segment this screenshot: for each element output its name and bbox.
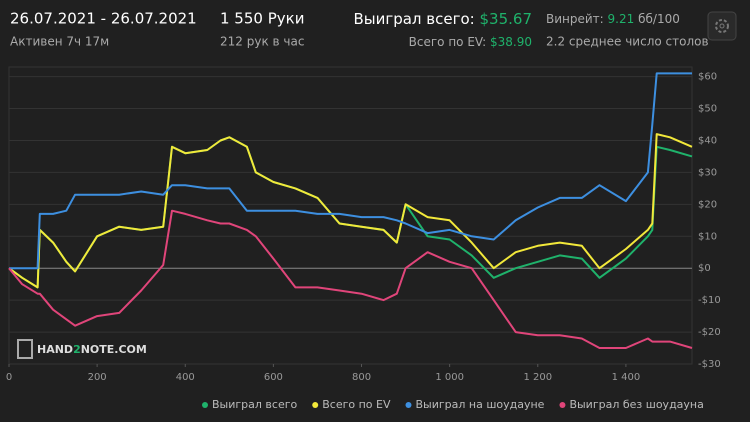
x-tick-label: 1 200 xyxy=(523,372,552,383)
x-tick-label: 600 xyxy=(264,372,283,383)
x-tick-label: 1 400 xyxy=(612,372,641,383)
winrate-value: 9.21 xyxy=(608,12,635,26)
y-tick-label: $20 xyxy=(698,199,717,210)
legend-label: Выиграл без шоудауна xyxy=(569,398,703,411)
watermark-part: 2 xyxy=(73,343,81,356)
ev-total: Всего по EV: $38.90 xyxy=(409,35,532,49)
settings-button[interactable] xyxy=(707,11,737,41)
watermark-logo xyxy=(17,339,33,359)
y-tick-label: $0 xyxy=(698,263,711,274)
active-time: Активен 7ч 17м xyxy=(10,35,109,49)
date-range: 26.07.2021 - 26.07.2021 xyxy=(10,10,197,28)
x-tick-label: 400 xyxy=(176,372,195,383)
legend-marker xyxy=(405,402,412,408)
legend-marker xyxy=(312,402,319,408)
watermark-part: NOTE.COM xyxy=(81,343,147,356)
watermark-text: HAND2NOTE.COM xyxy=(37,343,147,356)
y-tick-label: $10 xyxy=(698,231,717,242)
winrate-unit: бб/100 xyxy=(638,12,680,26)
won-label: Выиграл всего: xyxy=(353,10,474,28)
series-line xyxy=(8,209,693,349)
ev-label: Всего по EV: xyxy=(409,35,487,49)
y-tick-label: -$10 xyxy=(698,295,721,306)
series-line xyxy=(8,133,693,289)
hands-per-hour: 212 рук в час xyxy=(220,35,304,49)
y-tick-label: $30 xyxy=(698,167,717,178)
tables: 2.2 среднее число столов xyxy=(546,35,709,49)
x-tick-label: 200 xyxy=(88,372,107,383)
won-total: Выиграл всего: $35.67 xyxy=(353,10,532,28)
series-line xyxy=(9,72,692,270)
hands: 1 550 Руки xyxy=(220,10,304,28)
x-tick-label: 1 000 xyxy=(435,372,464,383)
y-tick-label: $60 xyxy=(698,72,717,83)
settings-icon[interactable] xyxy=(715,19,729,33)
watermark: HAND2NOTE.COM xyxy=(17,339,147,359)
y-tick-label: $40 xyxy=(698,135,717,146)
ev-value: $38.90 xyxy=(490,35,532,49)
legend-label: Выиграл на шоудауне xyxy=(415,398,544,411)
winrate-label: Винрейт: xyxy=(546,12,604,26)
y-tick-label: -$30 xyxy=(698,359,721,370)
legend-marker xyxy=(202,402,208,408)
y-tick-label: -$20 xyxy=(698,327,721,338)
settings-icon-center[interactable] xyxy=(719,23,725,29)
y-tick-label: $50 xyxy=(698,104,717,115)
legend-label: Всего по EV xyxy=(322,398,391,411)
settings-box[interactable] xyxy=(707,11,737,41)
x-tick-label: 800 xyxy=(352,372,371,383)
watermark-part: HAND xyxy=(37,343,73,356)
legend-label: Выиграл всего xyxy=(212,398,297,411)
won-value: $35.67 xyxy=(480,10,533,28)
winrate: Винрейт: 9.21 бб/100 xyxy=(546,12,680,26)
x-tick-label: 0 xyxy=(6,372,12,383)
legend-marker xyxy=(559,402,566,408)
